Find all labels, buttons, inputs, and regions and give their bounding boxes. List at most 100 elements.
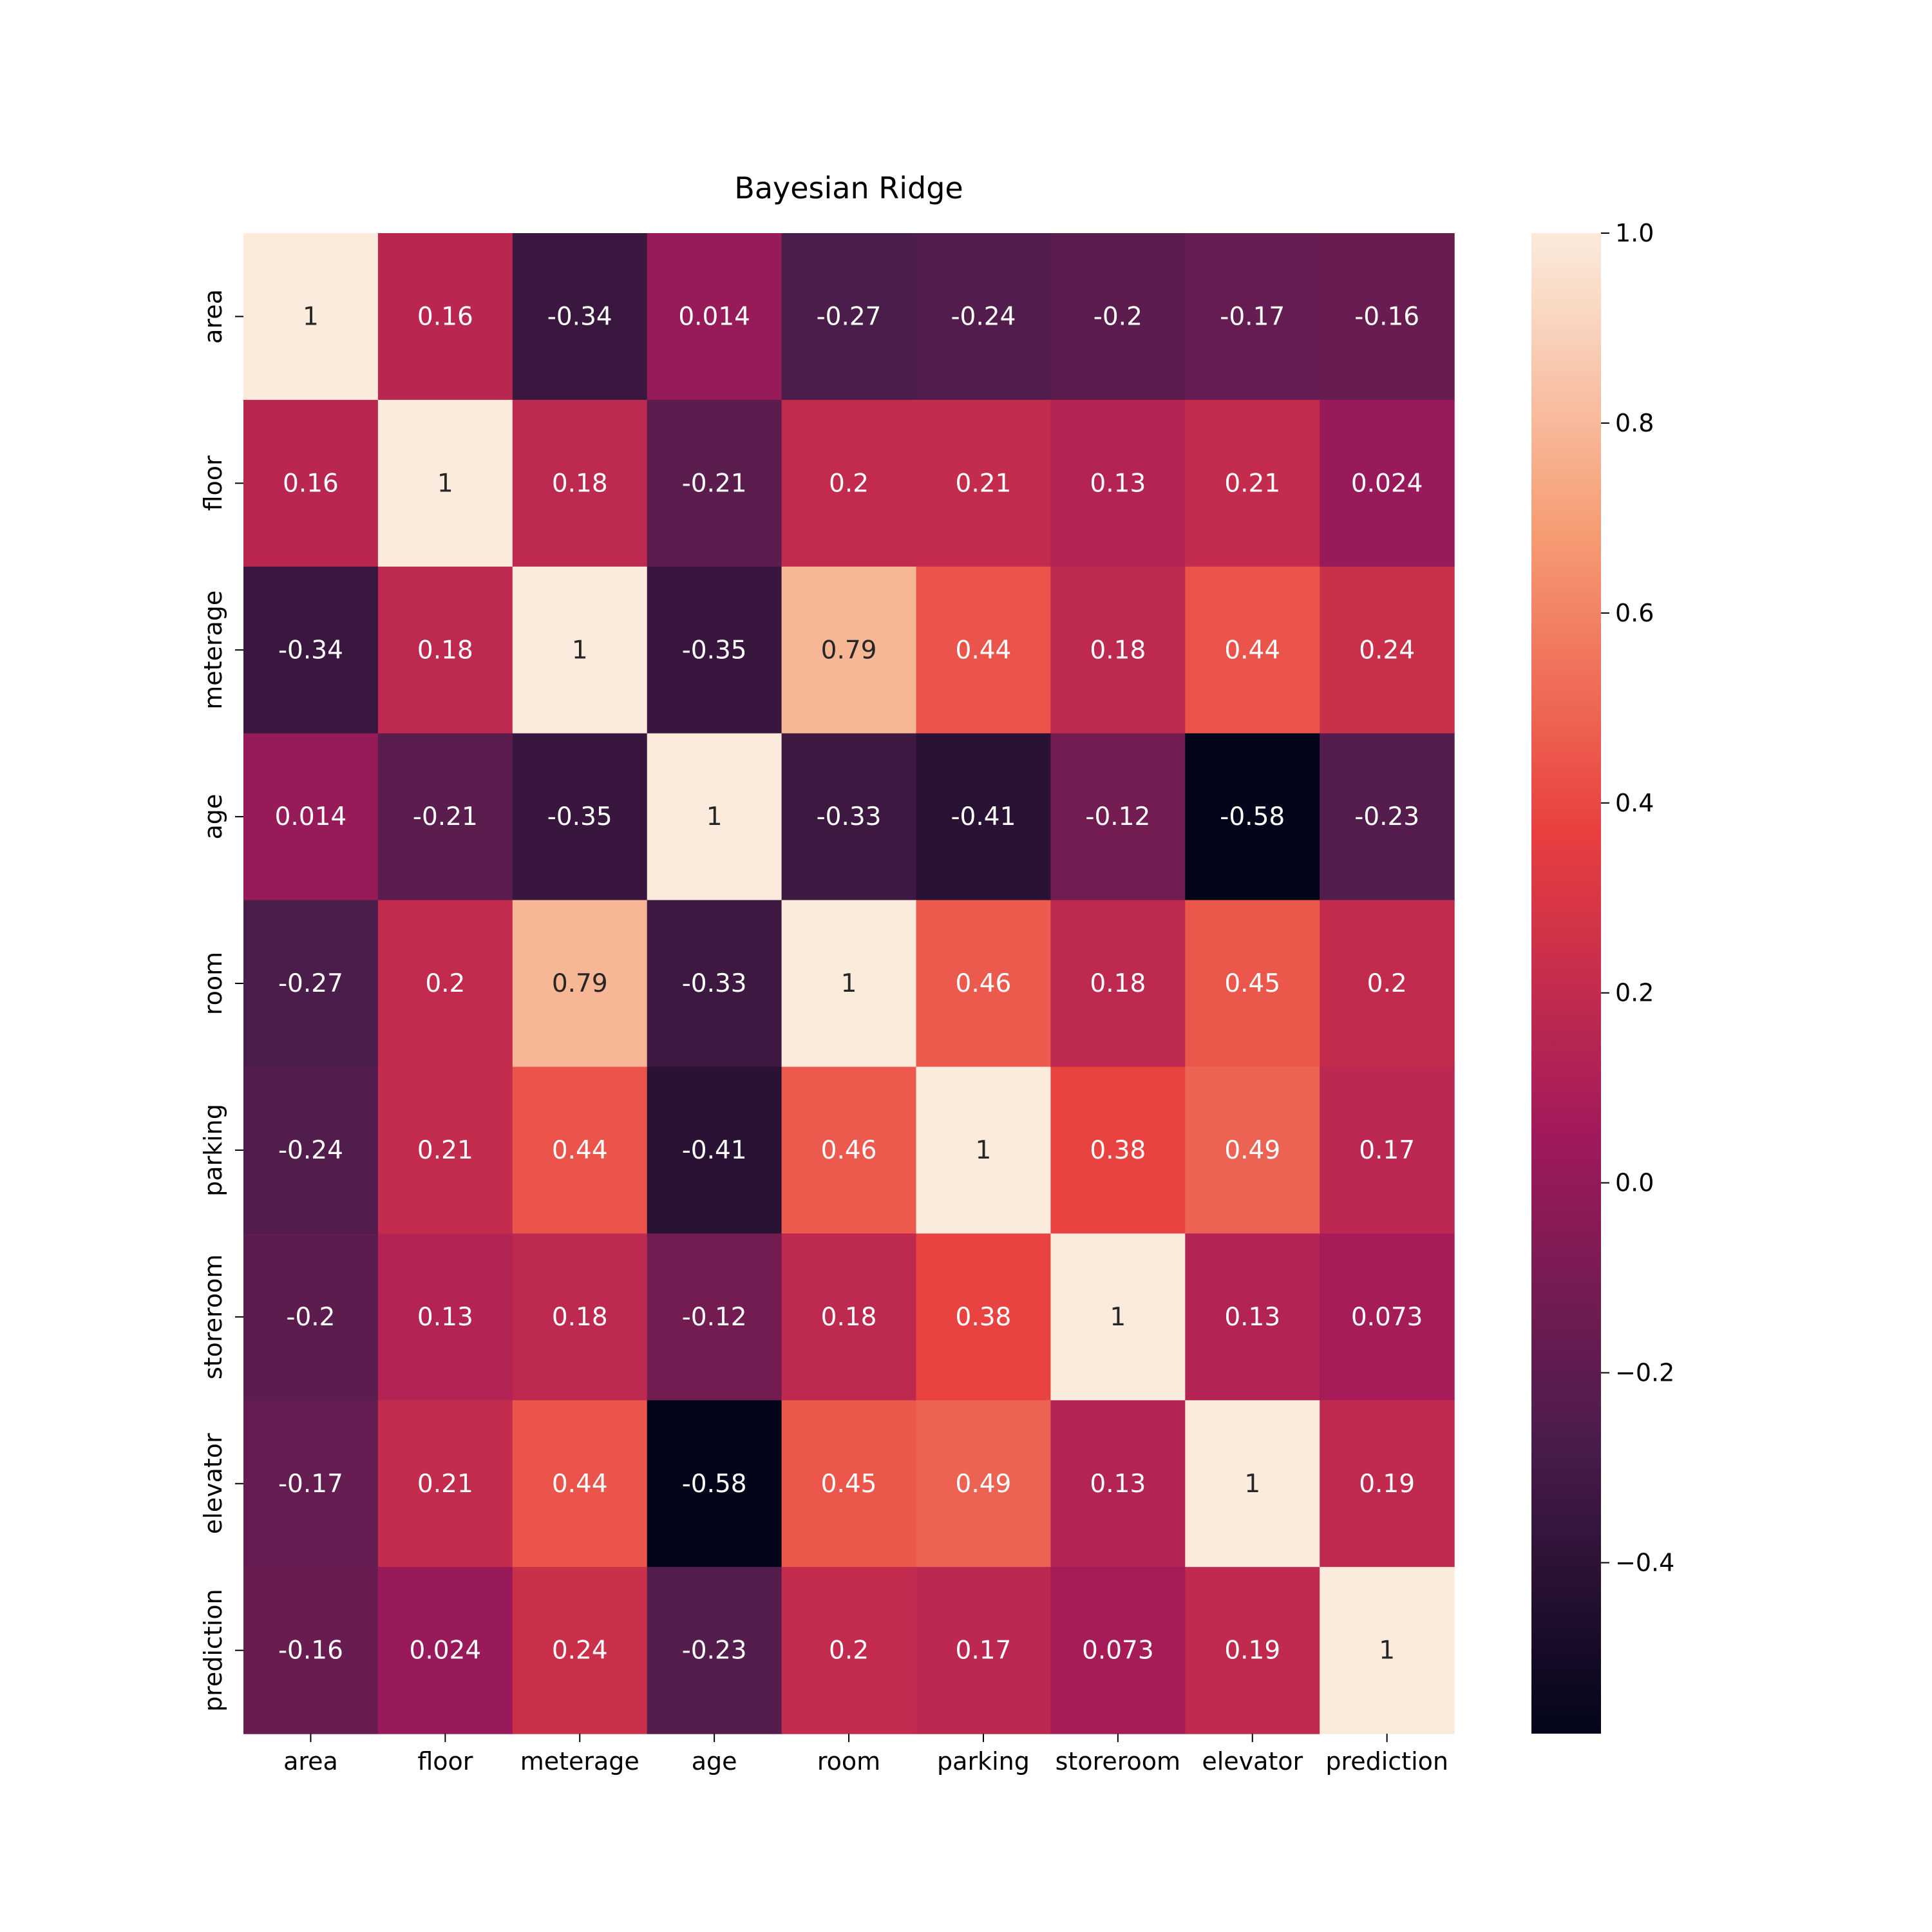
heatmap-cell xyxy=(1050,1400,1186,1567)
heatmap-cell xyxy=(1050,733,1186,901)
colorbar-tick-label: −0.4 xyxy=(1615,1549,1674,1577)
cell-value-label: 0.49 xyxy=(1224,1136,1280,1165)
heatmap-cell xyxy=(1050,1567,1186,1734)
heatmap-cell xyxy=(647,399,782,567)
cell-value-label: -0.24 xyxy=(951,302,1016,331)
cell-value-label: 0.16 xyxy=(417,302,473,331)
cell-value-label: -0.41 xyxy=(682,1136,747,1165)
colorbar-tick-label: 0.6 xyxy=(1615,599,1654,627)
heatmap-cell xyxy=(916,1233,1051,1401)
cell-value-label: -0.34 xyxy=(547,302,612,331)
cell-value-label: 0.38 xyxy=(1090,1136,1146,1165)
heatmap-cell xyxy=(781,566,917,734)
x-axis-labels: area floor meterage age room parking storeroom… xyxy=(283,1734,1448,1776)
heatmap-cell xyxy=(1050,399,1186,567)
heatmap-cell xyxy=(377,1066,513,1234)
x-tick-label: meterage xyxy=(520,1747,639,1776)
heatmap-cell xyxy=(512,1233,648,1401)
cell-value-label: 0.13 xyxy=(1090,1470,1146,1499)
heatmap-cell xyxy=(1320,566,1455,734)
cell-value-label: 0.45 xyxy=(821,1470,877,1499)
heatmap-cell xyxy=(512,900,648,1068)
cell-value-label: 0.46 xyxy=(956,969,1012,998)
y-tick-label: age xyxy=(199,794,227,840)
cell-value-label: 0.24 xyxy=(552,1636,608,1665)
colorbar-tick-label: 0.4 xyxy=(1615,789,1654,817)
y-tick-label: area xyxy=(199,289,227,344)
heatmap-cell xyxy=(512,1567,648,1734)
chart-title: Bayesian Ridge xyxy=(734,171,963,205)
heatmap-cell xyxy=(916,233,1051,401)
heatmap-cell xyxy=(243,1066,379,1234)
heatmap-cell xyxy=(647,1233,782,1401)
x-tick-label: parking xyxy=(937,1747,1030,1776)
heatmap-cell xyxy=(512,1400,648,1567)
heatmap-cell xyxy=(512,733,648,901)
heatmap-cell xyxy=(1185,399,1320,567)
cell-value-label: 0.014 xyxy=(678,302,750,331)
x-tick-label: room xyxy=(817,1747,880,1776)
cell-value-label: 0.18 xyxy=(417,636,473,665)
heatmap-cell xyxy=(1050,1233,1186,1401)
heatmap-cell xyxy=(1185,900,1320,1068)
cell-value-label: 0.18 xyxy=(552,469,608,498)
cell-value-label: -0.35 xyxy=(547,802,612,831)
cell-value-label: 0.44 xyxy=(552,1470,608,1499)
heatmap-cell xyxy=(916,1400,1051,1567)
heatmap-cell xyxy=(243,1567,379,1734)
heatmap-cell xyxy=(647,733,782,901)
heatmap-cell xyxy=(781,900,917,1068)
cell-value-label: 0.16 xyxy=(283,469,339,498)
heatmap-cell xyxy=(512,233,648,401)
y-tick-label: elevator xyxy=(199,1433,227,1534)
heatmap-cell xyxy=(916,1567,1051,1734)
heatmap-cell xyxy=(1185,566,1320,734)
heatmap-cell xyxy=(377,399,513,567)
y-tick-label: meterage xyxy=(199,591,227,710)
heatmap-cell xyxy=(647,233,782,401)
heatmap-cell xyxy=(1320,1567,1455,1734)
heatmap-cell xyxy=(1185,1400,1320,1567)
cell-value-label: 0.024 xyxy=(1351,469,1423,498)
cell-value-label: 1 xyxy=(572,636,588,665)
cell-value-label: -0.23 xyxy=(682,1636,747,1665)
colorbar-tick-label: 0.2 xyxy=(1615,979,1654,1007)
colorbar: 1.0 0.8 0.6 0.4 0.2 0.0 −0.2 −0.4 xyxy=(1531,219,1674,1734)
heatmap-cell xyxy=(647,1066,782,1234)
cell-value-label: 0.44 xyxy=(552,1136,608,1165)
cell-value-label: 1 xyxy=(1244,1470,1260,1499)
heatmap-cell xyxy=(1050,566,1186,734)
cell-value-label: -0.21 xyxy=(682,469,747,498)
cell-value-label: 0.2 xyxy=(1367,969,1407,998)
cell-value-label: -0.21 xyxy=(413,802,478,831)
cell-value-label: 0.45 xyxy=(1224,969,1280,998)
cell-value-label: -0.24 xyxy=(278,1136,343,1165)
heatmap-cell xyxy=(781,733,917,901)
cell-value-label: 1 xyxy=(706,802,723,831)
cell-value-label: -0.16 xyxy=(278,1636,343,1665)
cell-value-label: 0.17 xyxy=(956,1636,1012,1665)
cell-value-label: -0.27 xyxy=(278,969,343,998)
heatmap-cell xyxy=(1320,233,1455,401)
cell-value-label: 0.21 xyxy=(417,1470,473,1499)
heatmap-cell xyxy=(647,1400,782,1567)
cell-value-label: 1 xyxy=(1110,1303,1126,1332)
cell-value-label: 0.18 xyxy=(1090,969,1146,998)
cell-value-label: -0.34 xyxy=(278,636,343,665)
heatmap-cell xyxy=(243,1233,379,1401)
heatmap-cell xyxy=(1185,1567,1320,1734)
cell-value-label: 0.44 xyxy=(956,636,1012,665)
cell-value-label: 1 xyxy=(976,1136,992,1165)
cell-value-label: 0.073 xyxy=(1351,1303,1423,1332)
cell-value-label: 0.18 xyxy=(821,1303,877,1332)
heatmap-cell xyxy=(647,1567,782,1734)
cell-value-label: -0.12 xyxy=(1085,802,1150,831)
heatmap-cell xyxy=(781,233,917,401)
cell-value-label: 1 xyxy=(841,969,857,998)
cell-value-label: -0.33 xyxy=(817,802,882,831)
cell-value-label: 0.49 xyxy=(956,1470,1012,1499)
x-tick-label: elevator xyxy=(1202,1747,1303,1776)
cell-value-label: 0.24 xyxy=(1359,636,1415,665)
cell-value-label: 0.18 xyxy=(1090,636,1146,665)
